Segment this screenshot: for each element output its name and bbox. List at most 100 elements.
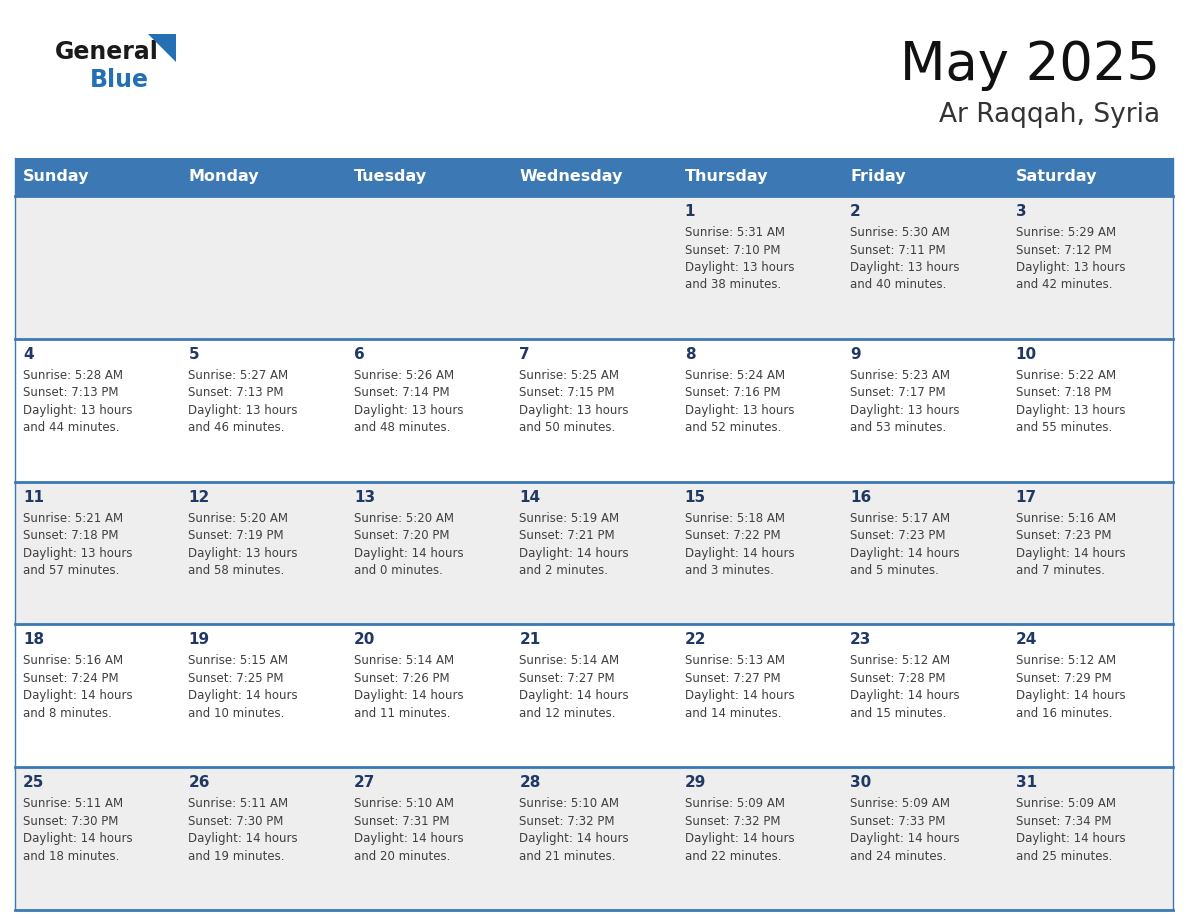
Text: and 19 minutes.: and 19 minutes. <box>189 850 285 863</box>
Text: General: General <box>55 40 159 64</box>
Text: and 24 minutes.: and 24 minutes. <box>851 850 947 863</box>
Bar <box>1007 158 1173 196</box>
Text: 7: 7 <box>519 347 530 362</box>
Bar <box>842 158 1007 196</box>
Bar <box>15 158 181 196</box>
Text: 14: 14 <box>519 489 541 505</box>
Text: Daylight: 14 hours: Daylight: 14 hours <box>851 546 960 560</box>
Text: Sunrise: 5:20 AM: Sunrise: 5:20 AM <box>354 511 454 524</box>
Text: 1: 1 <box>684 204 695 219</box>
Text: Daylight: 14 hours: Daylight: 14 hours <box>519 833 628 845</box>
Text: Sunrise: 5:22 AM: Sunrise: 5:22 AM <box>1016 369 1116 382</box>
Bar <box>511 158 677 196</box>
Text: Daylight: 14 hours: Daylight: 14 hours <box>23 833 133 845</box>
Text: Daylight: 14 hours: Daylight: 14 hours <box>354 546 463 560</box>
Text: 28: 28 <box>519 775 541 790</box>
Text: Sunset: 7:10 PM: Sunset: 7:10 PM <box>684 243 781 256</box>
Text: Sunset: 7:15 PM: Sunset: 7:15 PM <box>519 386 614 399</box>
Text: Sunrise: 5:23 AM: Sunrise: 5:23 AM <box>851 369 950 382</box>
Text: 5: 5 <box>189 347 200 362</box>
Text: and 12 minutes.: and 12 minutes. <box>519 707 615 720</box>
Text: Sunset: 7:21 PM: Sunset: 7:21 PM <box>519 529 615 543</box>
Text: 24: 24 <box>1016 633 1037 647</box>
Text: Sunrise: 5:13 AM: Sunrise: 5:13 AM <box>684 655 785 667</box>
Text: 4: 4 <box>23 347 33 362</box>
Bar <box>15 767 1173 910</box>
Text: Tuesday: Tuesday <box>354 170 426 185</box>
Text: Saturday: Saturday <box>1016 170 1097 185</box>
Text: Sunset: 7:32 PM: Sunset: 7:32 PM <box>519 814 614 828</box>
Text: and 38 minutes.: and 38 minutes. <box>684 278 781 292</box>
Text: Daylight: 13 hours: Daylight: 13 hours <box>851 261 960 274</box>
Text: and 21 minutes.: and 21 minutes. <box>519 850 615 863</box>
Text: Sunset: 7:33 PM: Sunset: 7:33 PM <box>851 814 946 828</box>
Text: and 50 minutes.: and 50 minutes. <box>519 421 615 434</box>
Text: Daylight: 14 hours: Daylight: 14 hours <box>1016 833 1125 845</box>
Text: Sunrise: 5:21 AM: Sunrise: 5:21 AM <box>23 511 124 524</box>
Text: and 44 minutes.: and 44 minutes. <box>23 421 120 434</box>
Text: Sunset: 7:31 PM: Sunset: 7:31 PM <box>354 814 449 828</box>
Text: Sunrise: 5:12 AM: Sunrise: 5:12 AM <box>1016 655 1116 667</box>
Text: Daylight: 13 hours: Daylight: 13 hours <box>189 404 298 417</box>
Text: Sunset: 7:25 PM: Sunset: 7:25 PM <box>189 672 284 685</box>
Text: 25: 25 <box>23 775 44 790</box>
Text: Sunset: 7:20 PM: Sunset: 7:20 PM <box>354 529 449 543</box>
Text: Sunrise: 5:11 AM: Sunrise: 5:11 AM <box>23 797 124 811</box>
Text: Sunset: 7:32 PM: Sunset: 7:32 PM <box>684 814 781 828</box>
Text: Sunset: 7:22 PM: Sunset: 7:22 PM <box>684 529 781 543</box>
Text: Sunset: 7:27 PM: Sunset: 7:27 PM <box>684 672 781 685</box>
Text: Sunrise: 5:09 AM: Sunrise: 5:09 AM <box>851 797 950 811</box>
Bar <box>15 624 1173 767</box>
Text: Daylight: 14 hours: Daylight: 14 hours <box>354 689 463 702</box>
Text: and 0 minutes.: and 0 minutes. <box>354 564 443 577</box>
Text: Sunrise: 5:28 AM: Sunrise: 5:28 AM <box>23 369 124 382</box>
Text: Daylight: 14 hours: Daylight: 14 hours <box>1016 546 1125 560</box>
Text: Sunrise: 5:16 AM: Sunrise: 5:16 AM <box>1016 511 1116 524</box>
Text: Sunrise: 5:31 AM: Sunrise: 5:31 AM <box>684 226 785 239</box>
Text: and 18 minutes.: and 18 minutes. <box>23 850 119 863</box>
Text: Sunrise: 5:14 AM: Sunrise: 5:14 AM <box>519 655 619 667</box>
Text: and 3 minutes.: and 3 minutes. <box>684 564 773 577</box>
Text: 6: 6 <box>354 347 365 362</box>
Text: Friday: Friday <box>851 170 905 185</box>
Text: Sunrise: 5:15 AM: Sunrise: 5:15 AM <box>189 655 289 667</box>
Text: Daylight: 13 hours: Daylight: 13 hours <box>519 404 628 417</box>
Text: Sunset: 7:16 PM: Sunset: 7:16 PM <box>684 386 781 399</box>
Text: Sunrise: 5:09 AM: Sunrise: 5:09 AM <box>1016 797 1116 811</box>
Text: and 14 minutes.: and 14 minutes. <box>684 707 782 720</box>
Text: Sunrise: 5:09 AM: Sunrise: 5:09 AM <box>684 797 785 811</box>
Text: Daylight: 14 hours: Daylight: 14 hours <box>684 689 795 702</box>
Text: Daylight: 13 hours: Daylight: 13 hours <box>23 404 133 417</box>
Text: Blue: Blue <box>90 68 148 92</box>
Text: 9: 9 <box>851 347 861 362</box>
Text: 8: 8 <box>684 347 695 362</box>
Text: Sunrise: 5:16 AM: Sunrise: 5:16 AM <box>23 655 124 667</box>
Text: 21: 21 <box>519 633 541 647</box>
Text: Daylight: 13 hours: Daylight: 13 hours <box>1016 404 1125 417</box>
Polygon shape <box>148 34 176 62</box>
Text: Daylight: 13 hours: Daylight: 13 hours <box>684 261 795 274</box>
Text: Daylight: 14 hours: Daylight: 14 hours <box>519 546 628 560</box>
Text: Daylight: 13 hours: Daylight: 13 hours <box>1016 261 1125 274</box>
Text: 17: 17 <box>1016 489 1037 505</box>
Text: and 5 minutes.: and 5 minutes. <box>851 564 939 577</box>
Text: 13: 13 <box>354 489 375 505</box>
Text: Sunrise: 5:19 AM: Sunrise: 5:19 AM <box>519 511 619 524</box>
Text: Sunrise: 5:27 AM: Sunrise: 5:27 AM <box>189 369 289 382</box>
Text: Sunset: 7:18 PM: Sunset: 7:18 PM <box>1016 386 1111 399</box>
Text: Sunset: 7:17 PM: Sunset: 7:17 PM <box>851 386 946 399</box>
Bar <box>15 482 1173 624</box>
Text: Thursday: Thursday <box>684 170 769 185</box>
Text: Daylight: 13 hours: Daylight: 13 hours <box>189 546 298 560</box>
Text: Sunrise: 5:25 AM: Sunrise: 5:25 AM <box>519 369 619 382</box>
Text: Sunset: 7:11 PM: Sunset: 7:11 PM <box>851 243 946 256</box>
Bar <box>181 158 346 196</box>
Text: Sunrise: 5:10 AM: Sunrise: 5:10 AM <box>519 797 619 811</box>
Text: and 8 minutes.: and 8 minutes. <box>23 707 112 720</box>
Text: and 57 minutes.: and 57 minutes. <box>23 564 119 577</box>
Text: 15: 15 <box>684 489 706 505</box>
Text: 12: 12 <box>189 489 209 505</box>
Text: 26: 26 <box>189 775 210 790</box>
Text: and 15 minutes.: and 15 minutes. <box>851 707 947 720</box>
Text: 22: 22 <box>684 633 706 647</box>
